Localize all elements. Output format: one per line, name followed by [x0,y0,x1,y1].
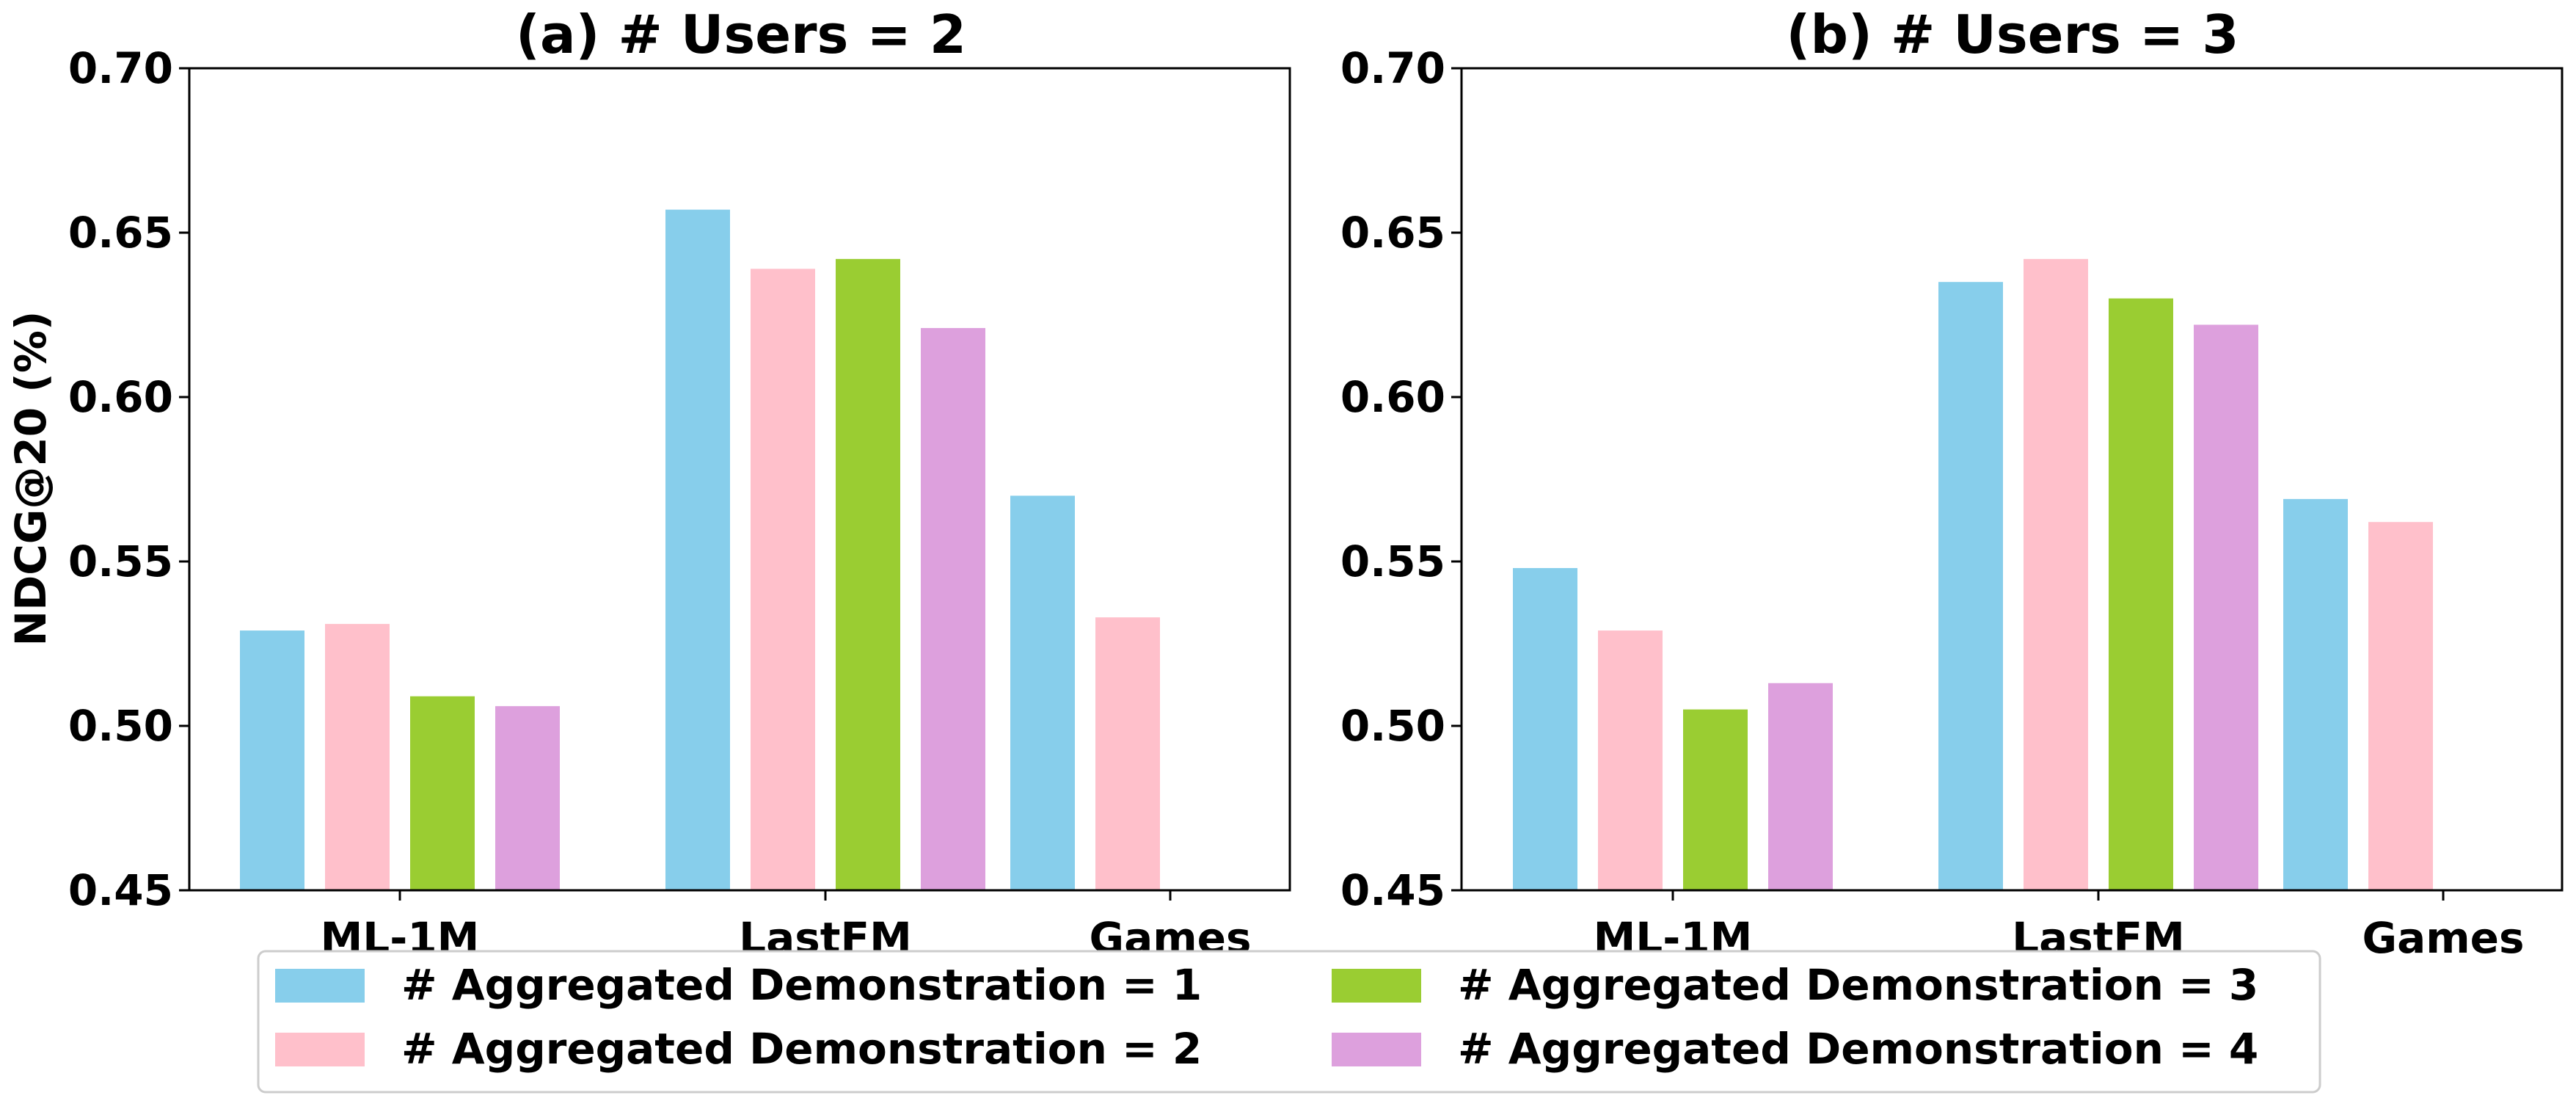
legend-box [257,950,2321,1094]
y-tick-label: 0.70 [1340,43,1445,93]
legend-label: # Aggregated Demonstration = 1 [401,960,1202,1010]
bar [751,269,815,890]
bar [2109,298,2173,891]
y-tick-label: 0.60 [68,372,173,422]
y-tick-label: 0.50 [68,701,173,751]
bar [1598,630,1663,890]
bar [1095,617,1160,890]
bar [2024,258,2088,891]
bar [665,209,730,890]
bar [2368,522,2433,890]
y-tick-label: 0.55 [68,537,173,586]
bar [921,327,985,890]
panel-b-title: (b) # Users = 3 [1787,4,2239,65]
panel-a: (a) # Users = 2 0.45 0.50 0.55 0.60 0.65 0.70… [68,4,1291,963]
bar [836,258,900,891]
x-tick-label: Games [2362,913,2524,963]
legend-label: # Aggregated Demonstration = 3 [1458,960,2258,1010]
panel-b: (b) # Users = 3 0.45 0.50 0.55 0.60 0.65 0.70… [1340,4,2564,963]
legend-label: # Aggregated Demonstration = 4 [1458,1024,2258,1074]
bar [1010,495,1075,890]
legend: # Aggregated Demonstration = 1 # Aggregat… [257,950,2321,1094]
bar [1513,567,1577,890]
y-tick-label: 0.65 [68,208,173,258]
legend-swatch [1332,969,1421,1003]
legend-label: # Aggregated Demonstration = 2 [401,1024,1202,1074]
bar [410,696,475,890]
bar [1768,683,1833,890]
bar [2194,324,2258,890]
bar [495,706,560,890]
legend-swatch [275,969,365,1003]
plot-frame-b [1460,67,2564,892]
panel-a-title: (a) # Users = 2 [516,4,966,65]
legend-swatch [275,1033,365,1066]
y-tick-label: 0.65 [1340,208,1445,258]
y-axis-label: NDCG@20 (%) [6,311,56,647]
bar [1938,282,2003,890]
y-tick-label: 0.45 [68,865,173,915]
bar [2283,498,2348,890]
y-tick-label: 0.55 [1340,537,1445,586]
legend-swatch [1332,1033,1421,1066]
y-tick-label: 0.70 [68,43,173,93]
bar [240,630,304,890]
plot-frame-a [188,67,1291,892]
y-tick-label: 0.60 [1340,372,1445,422]
bar [325,624,390,890]
y-tick-label: 0.50 [1340,701,1445,751]
bar [1683,709,1748,890]
y-tick-label: 0.45 [1340,865,1445,915]
